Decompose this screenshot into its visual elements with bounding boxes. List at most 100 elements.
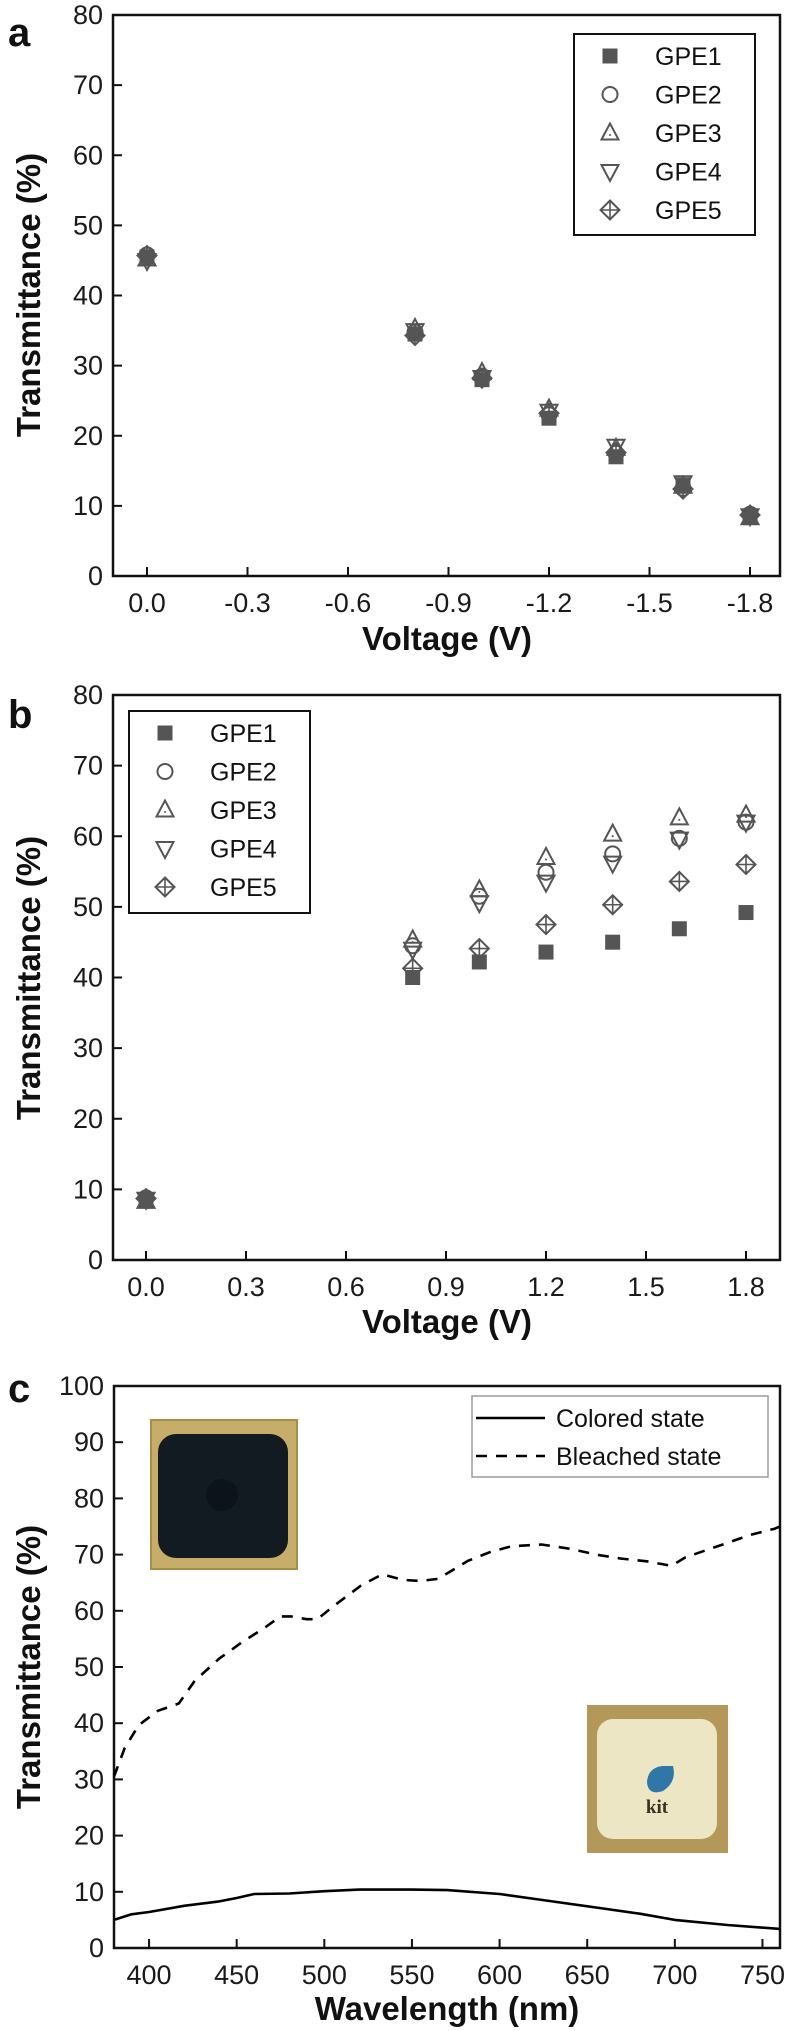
legend-marker-gpe5 xyxy=(154,876,176,898)
data-point-gpe5 xyxy=(135,1187,157,1210)
legend-item-gpe3: GPE3 xyxy=(154,797,277,825)
legend-marker-gpe1 xyxy=(157,725,173,741)
data-point-gpe4 xyxy=(469,895,490,915)
y-tick-label: 30 xyxy=(74,1764,104,1794)
legend-label: Bleached state xyxy=(556,1443,721,1471)
data-point-gpe5 xyxy=(668,870,691,893)
x-tick-label: 0.3 xyxy=(227,1272,265,1302)
y-axis-title-c: Transmittance (%) xyxy=(10,1525,47,1809)
legend-label: GPE4 xyxy=(655,159,722,187)
x-tick-label: 600 xyxy=(477,1960,522,1990)
x-tick-label: 750 xyxy=(740,1960,785,1990)
data-point-gpe5 xyxy=(601,893,624,916)
x-tick-label: 1.5 xyxy=(627,1272,665,1302)
y-axis-title-b: Transmittance (%) xyxy=(10,836,47,1120)
x-axis-title-c: Wavelength (nm) xyxy=(315,1990,580,2027)
data-point-gpe1 xyxy=(471,954,487,970)
data-point-gpe1 xyxy=(738,905,754,921)
x-tick-label: 0.9 xyxy=(427,1272,465,1302)
logo-drop-icon xyxy=(647,1766,674,1793)
legend-item-gpe4: GPE4 xyxy=(599,159,722,187)
legend-item-gpe5: GPE5 xyxy=(154,874,277,902)
series-line-bleached-state xyxy=(112,1525,781,1778)
y-tick-label: 100 xyxy=(59,1371,104,1401)
y-axis-title-a: Transmittance (%) xyxy=(10,153,47,437)
data-point-gpe1 xyxy=(605,934,621,950)
y-tick-label: 10 xyxy=(73,1174,103,1204)
y-tick-label: 20 xyxy=(73,421,103,451)
x-tick-label: 0.6 xyxy=(327,1272,365,1302)
x-tick-label: 400 xyxy=(127,1960,172,1990)
legend-marker-gpe2 xyxy=(156,763,174,780)
legend-c: Colored state Bleached state xyxy=(471,1395,769,1478)
logo-text: kit xyxy=(646,1797,669,1818)
y-tick-label: 90 xyxy=(74,1427,104,1457)
panel-b: b 0 10 20 30 40 50 60 70 80 0.0 0.3 0.6 0.9 1.2 1.5 1.… xyxy=(8,680,782,1340)
data-point-gpe5 xyxy=(401,957,424,980)
x-tick-label: 550 xyxy=(389,1960,434,1990)
y-tick-label: 40 xyxy=(73,963,103,993)
data-point-gpe4 xyxy=(669,831,690,851)
y-tick-label: 50 xyxy=(74,1652,104,1682)
colored-device-photo xyxy=(150,1419,298,1570)
legend-item-bleached-state: Bleached state xyxy=(476,1443,721,1471)
legend-marker-gpe4 xyxy=(154,841,176,861)
legend-item-gpe5: GPE5 xyxy=(599,197,722,225)
x-tick-label: 450 xyxy=(214,1960,259,1990)
data-point-gpe5 xyxy=(468,937,491,960)
x-tick-label: -1.2 xyxy=(526,588,573,618)
data-point-gpe4 xyxy=(402,941,423,961)
data-point-gpe5 xyxy=(535,913,557,936)
data-point-gpe2 xyxy=(604,845,622,863)
y-tick-label: 20 xyxy=(73,1104,103,1134)
data-point-gpe3 xyxy=(602,822,623,842)
x-axis-title-a: Voltage (V) xyxy=(362,620,532,657)
y-tick-label: 60 xyxy=(73,140,103,170)
legend-marker-gpe3 xyxy=(599,121,621,141)
legend-marker-gpe1 xyxy=(602,48,618,64)
data-point-gpe5 xyxy=(735,853,757,876)
legend-marker-gpe4 xyxy=(599,164,621,184)
data-point-gpe4 xyxy=(404,323,426,343)
data-point-gpe5 xyxy=(471,367,493,390)
x-axis-title-b: Voltage (V) xyxy=(362,1303,532,1340)
data-points-a xyxy=(136,244,761,528)
legend-label: GPE4 xyxy=(210,836,277,864)
x-axis-b: 0.0 0.3 0.6 0.9 1.2 1.5 1.8 xyxy=(127,1251,765,1302)
data-point-gpe4 xyxy=(535,874,557,894)
y-tick-label: 0 xyxy=(88,1245,103,1275)
legend-marker-gpe3 xyxy=(154,798,176,818)
legend-b: GPE1 GPE2 GPE3 GPE4 GPE5 xyxy=(128,710,311,914)
data-lines-c xyxy=(112,1525,781,1931)
y-tick-label: 0 xyxy=(88,561,103,591)
legend-a: GPE1 GPE2 GPE3 GPE4 GPE5 xyxy=(573,33,756,236)
data-point-gpe5 xyxy=(136,244,158,267)
x-tick-label: 650 xyxy=(565,1960,610,1990)
panel-label-a: a xyxy=(8,11,31,55)
legend-label: Colored state xyxy=(556,1405,705,1433)
y-tick-label: 30 xyxy=(73,1033,103,1063)
legend-marker-gpe2 xyxy=(601,86,619,103)
legend-item-gpe2: GPE2 xyxy=(156,759,277,787)
data-point-gpe1 xyxy=(538,944,554,960)
data-points-b xyxy=(135,803,757,1211)
data-point-gpe5 xyxy=(538,402,560,425)
x-tick-label: 1.8 xyxy=(727,1272,765,1302)
y-tick-label: 20 xyxy=(74,1821,104,1851)
legend-label: GPE5 xyxy=(655,197,722,225)
legend-item-colored-state: Colored state xyxy=(476,1405,705,1433)
legend-item-gpe4: GPE4 xyxy=(154,836,277,864)
x-tick-label: 1.2 xyxy=(527,1272,565,1302)
y-tick-label: 80 xyxy=(73,0,103,30)
x-tick-label: 0.0 xyxy=(128,588,166,618)
y-tick-label: 10 xyxy=(74,1877,104,1907)
data-point-gpe5 xyxy=(404,324,426,347)
y-axis-a: 0 10 20 30 40 50 60 70 80 xyxy=(73,0,122,591)
panel-a: a 0 10 20 30 40 50 60 70 80 0.0 -0.3 -0.6 -0.9 -1.2 -… xyxy=(8,0,782,657)
x-tick-label: -0.3 xyxy=(224,588,271,618)
legend-marker-gpe5 xyxy=(599,199,621,221)
x-tick-label: 0.0 xyxy=(127,1272,165,1302)
legend-label: GPE2 xyxy=(655,82,722,110)
legend-item-gpe2: GPE2 xyxy=(601,82,722,110)
